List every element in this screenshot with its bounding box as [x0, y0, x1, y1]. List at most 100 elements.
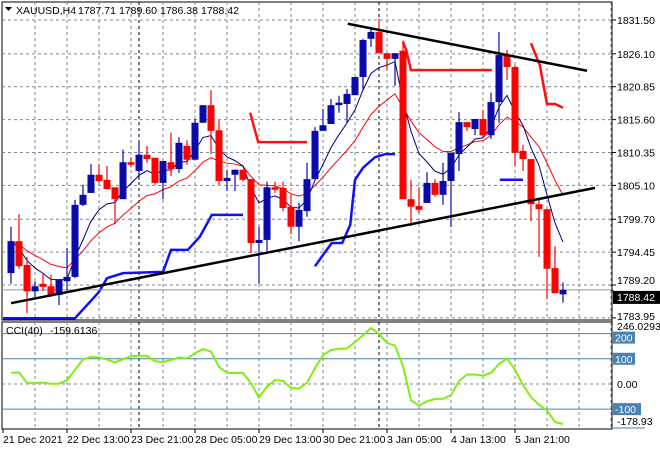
candle-body [471, 118, 479, 130]
upper-resistance-trendline[interactable] [347, 22, 588, 72]
price-tick-label: 1794.45 [617, 247, 655, 259]
bullish-candle[interactable] [191, 118, 199, 160]
bullish-candle[interactable] [343, 88, 351, 123]
candle-body [135, 154, 143, 171]
bearish-candle[interactable] [39, 273, 47, 292]
bullish-candle[interactable] [391, 53, 399, 86]
bullish-candle[interactable] [335, 95, 343, 113]
bullish-candle[interactable] [87, 164, 95, 193]
bearish-candle[interactable] [431, 179, 439, 197]
bullish-candle[interactable] [303, 162, 311, 217]
bearish-candle[interactable] [407, 179, 415, 227]
candle-body [543, 209, 551, 269]
bearish-candle[interactable] [103, 165, 111, 190]
bearish-candle[interactable] [415, 187, 423, 213]
bearish-candle[interactable] [15, 214, 23, 269]
candle-body [15, 241, 23, 267]
candle-body [455, 122, 463, 155]
candle-body [431, 182, 439, 195]
bullish-candle[interactable] [311, 127, 319, 180]
bearish-candle[interactable] [271, 181, 279, 193]
bearish-candle[interactable] [215, 120, 223, 185]
bullish-candle[interactable] [439, 162, 447, 205]
time-tick-label: 21 Dec 2021 [3, 434, 63, 446]
bearish-candle[interactable] [95, 164, 103, 183]
bullish-candle[interactable] [71, 199, 79, 279]
bearish-candle[interactable] [127, 157, 135, 168]
bullish-candle[interactable] [495, 31, 503, 123]
bullish-candle[interactable] [471, 118, 479, 136]
bearish-candle[interactable] [287, 194, 295, 235]
lower-support-trendline[interactable] [10, 186, 596, 305]
bullish-candle[interactable] [319, 108, 327, 131]
cci-panel[interactable]: CCI(40) -159.6136 [1, 321, 613, 430]
bullish-candle[interactable] [231, 169, 239, 192]
cci-level-box [613, 331, 635, 344]
bullish-candle[interactable] [119, 149, 127, 200]
bearish-candle[interactable] [543, 209, 551, 299]
bearish-candle[interactable] [527, 159, 535, 222]
bearish-candle[interactable] [519, 144, 527, 171]
bearish-candle[interactable] [23, 256, 31, 314]
candle-body [383, 53, 391, 59]
candle-body [343, 93, 351, 104]
cci-level-label: -100 [615, 404, 636, 416]
bullish-candle[interactable] [79, 184, 87, 207]
candle-body [223, 177, 231, 182]
candle-body [503, 55, 511, 67]
bearish-candle[interactable] [111, 187, 119, 225]
close-value: 1788.42 [201, 5, 239, 17]
bearish-candle[interactable] [239, 169, 247, 182]
candle-body [311, 130, 319, 180]
bearish-candle[interactable] [183, 140, 191, 165]
time-tick-label: 3 Jan 05:00 [387, 434, 442, 446]
candle-body [551, 268, 559, 294]
candle-body [175, 142, 183, 170]
bearish-candle[interactable] [279, 181, 287, 212]
bearish-candle[interactable] [463, 122, 471, 131]
bearish-candle[interactable] [143, 145, 151, 163]
cci-axis-label: -178.93 [617, 416, 653, 428]
bullish-candle[interactable] [7, 226, 15, 284]
bearish-candle[interactable] [399, 40, 407, 200]
bullish-candle[interactable] [455, 112, 463, 171]
triangle-down-icon[interactable] [5, 7, 12, 11]
cci-panel-frame [1, 321, 613, 430]
bullish-candle[interactable] [63, 248, 71, 291]
bullish-candle[interactable] [351, 77, 359, 96]
bearish-candle[interactable] [479, 110, 487, 138]
bullish-candle[interactable] [159, 160, 167, 200]
support-step-line [313, 152, 395, 267]
candle-body [87, 174, 95, 193]
bearish-candle[interactable] [151, 157, 159, 185]
bullish-candle[interactable] [223, 169, 231, 192]
bearish-candle[interactable] [375, 18, 383, 54]
bullish-candle[interactable] [135, 140, 143, 180]
bearish-candle[interactable] [47, 275, 55, 297]
bearish-candle[interactable] [207, 90, 215, 155]
bearish-candle[interactable] [535, 199, 543, 257]
bullish-candle[interactable] [263, 181, 271, 252]
bearish-candle[interactable] [383, 53, 391, 71]
bullish-candle[interactable] [367, 26, 375, 47]
bullish-candle[interactable] [423, 172, 431, 203]
bearish-candle[interactable] [247, 179, 255, 254]
price-panel[interactable] [1, 1, 613, 321]
bullish-candle[interactable] [175, 137, 183, 173]
bullish-candle[interactable] [447, 152, 455, 227]
candle-body [319, 125, 327, 131]
bearish-candle[interactable] [511, 65, 519, 166]
bullish-candle[interactable] [359, 38, 367, 91]
candle-body [335, 102, 343, 106]
bullish-candle[interactable] [327, 98, 335, 124]
bullish-candle[interactable] [31, 281, 39, 297]
resistance-step-line [248, 112, 307, 144]
bearish-candle[interactable] [167, 132, 175, 177]
bullish-candle[interactable] [487, 92, 495, 140]
bullish-candle[interactable] [559, 282, 567, 303]
bullish-candle[interactable] [199, 105, 207, 123]
bearish-candle[interactable] [551, 246, 559, 294]
bullish-candle[interactable] [295, 202, 303, 242]
price-tick-label: 1799.70 [617, 214, 655, 226]
